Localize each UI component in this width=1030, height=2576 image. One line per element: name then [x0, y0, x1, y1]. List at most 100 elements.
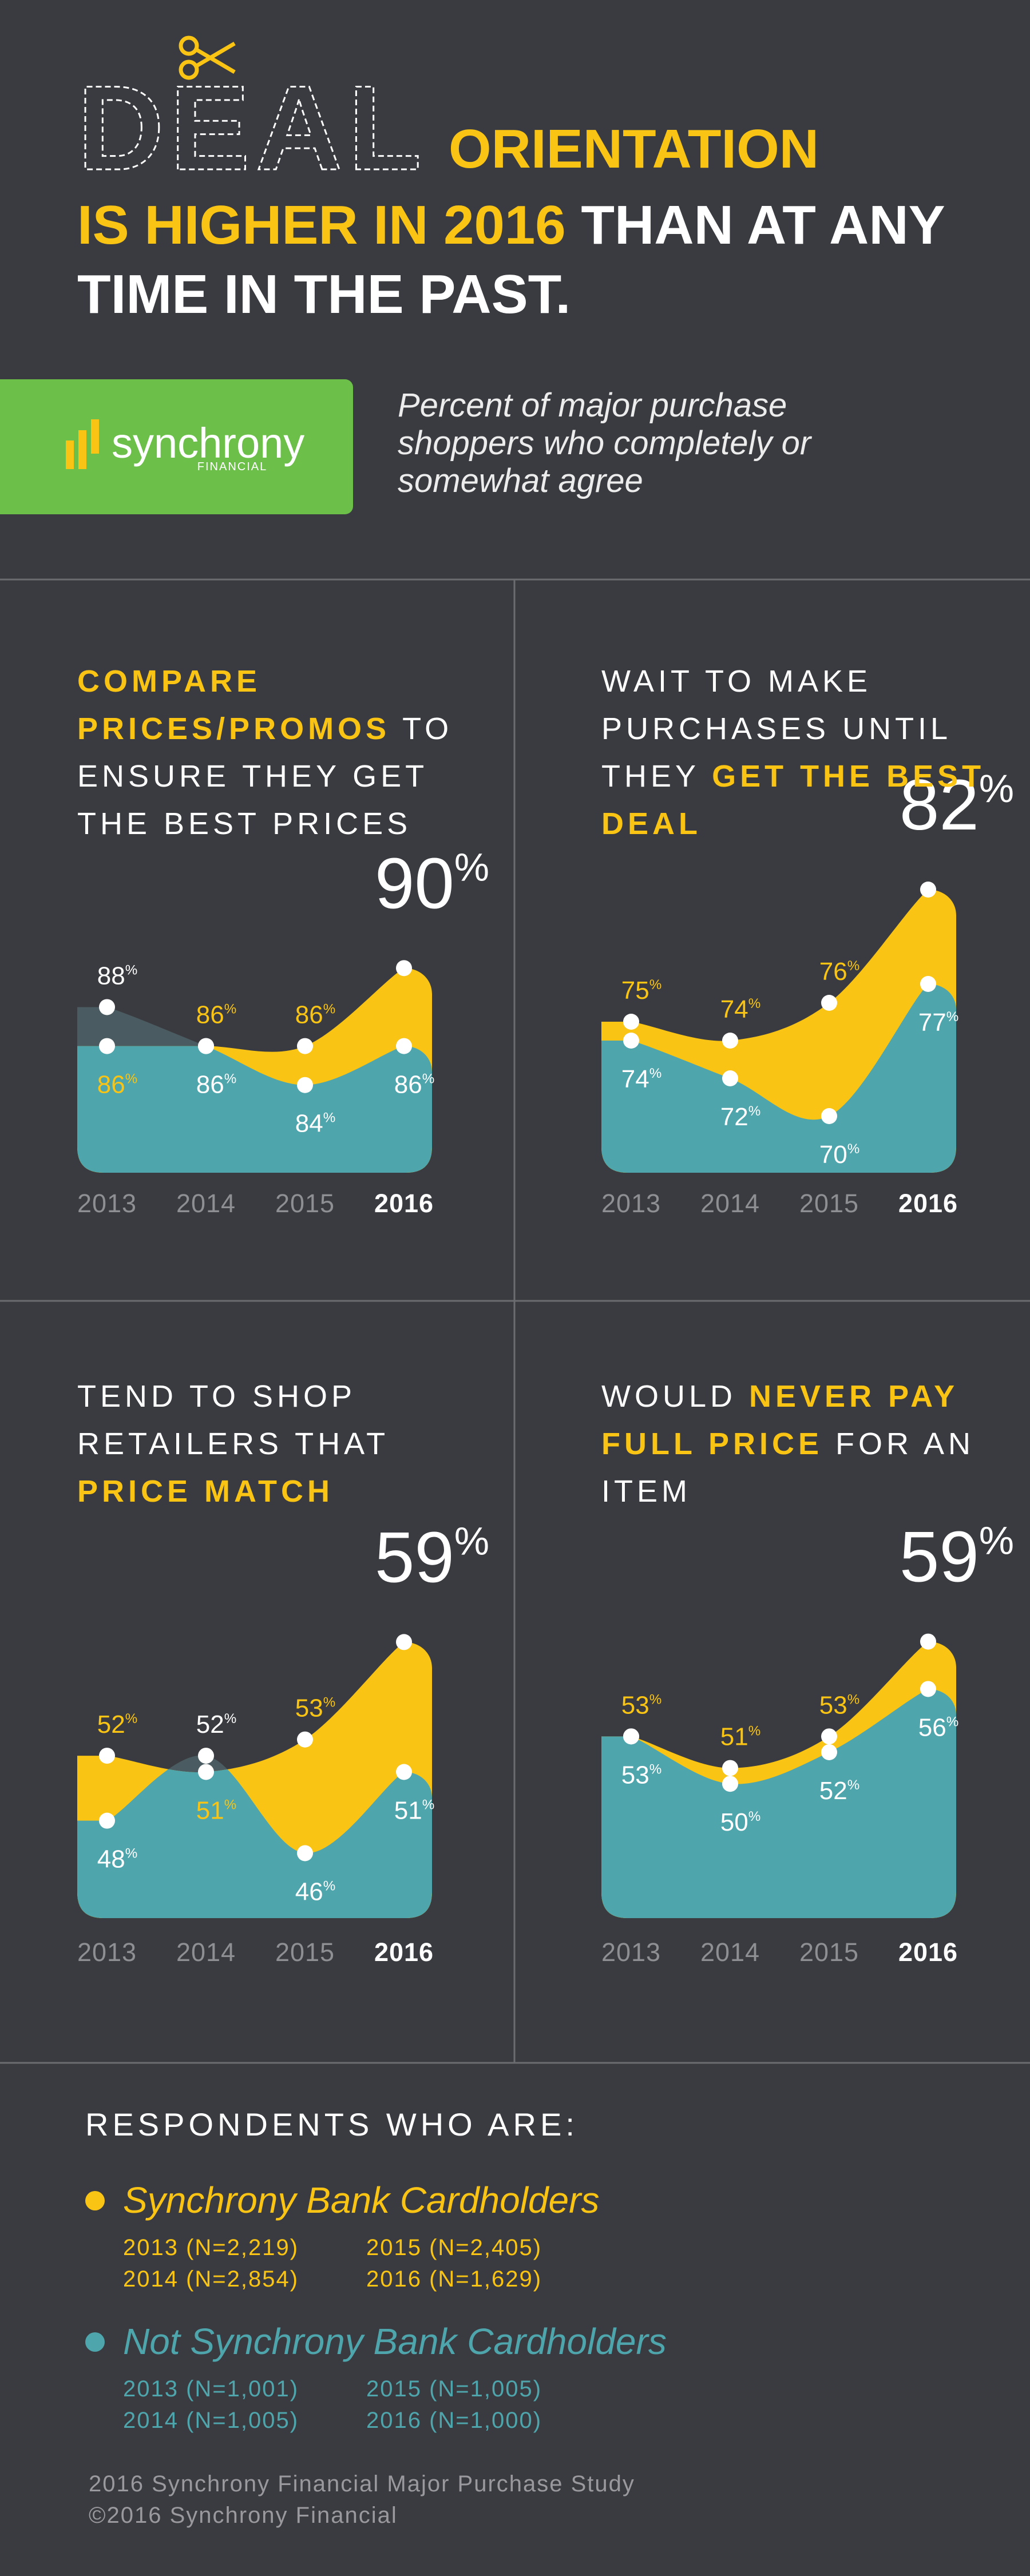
point [821, 1728, 837, 1745]
x-tick-label: 2016 [898, 1938, 958, 1967]
title-segment: PRICE MATCH [77, 1474, 334, 1509]
title-segment: TO ENSURE THEY GET THE BEST PRICES [77, 712, 453, 841]
x-tick-label: 2016 [374, 1938, 434, 1967]
point [198, 1764, 214, 1780]
point [623, 1728, 639, 1745]
point [99, 1812, 115, 1829]
value-label: 48% [97, 1845, 137, 1874]
point [821, 1108, 837, 1124]
value-label: 46% [295, 1878, 335, 1906]
x-tick-label: 2014 [176, 1938, 236, 1967]
value-label: 86% [295, 1001, 335, 1029]
chart-title: WOULD NEVER PAY FULL PRICE FOR AN ITEM [601, 1373, 979, 1515]
scissors-icon [179, 35, 236, 80]
point [722, 1033, 738, 1049]
x-tick-label: 2015 [799, 1189, 859, 1218]
value-label: 53% [621, 1761, 661, 1789]
point [722, 1070, 738, 1086]
title-segment: WOULD [601, 1379, 736, 1414]
value-label: 86% [196, 1001, 236, 1029]
point [920, 1681, 936, 1697]
point [99, 1748, 115, 1764]
value-label: 77% [918, 1009, 958, 1037]
sample-size: 2014 (N=2,854) [123, 2267, 299, 2292]
area [601, 984, 956, 1173]
title-segment: FOR AN ITEM [601, 1427, 975, 1509]
value-label: 86% [394, 1071, 434, 1099]
value-label: 51% [394, 1797, 434, 1825]
point [821, 995, 837, 1011]
deal-word: DEAL [77, 61, 427, 195]
headline: IS HIGHER IN 2016 THAN AT ANY TIME IN TH… [77, 190, 970, 329]
point [920, 882, 936, 898]
legend-label: Synchrony Bank Cardholders [123, 2180, 599, 2221]
value-label: 70% [819, 1141, 859, 1169]
x-tick-label: 2013 [601, 1938, 661, 1967]
headline-value: 90% [375, 844, 489, 923]
point [623, 1033, 639, 1049]
point [297, 1077, 313, 1093]
x-tick-label: 2015 [275, 1938, 335, 1967]
logo-box [0, 379, 353, 514]
title-segment: THAN AT ANY TIME IN THE PAST. [77, 195, 944, 325]
legend-dot [85, 2332, 105, 2352]
value-label: 52% [819, 1777, 859, 1805]
value-label: 86% [196, 1071, 236, 1099]
x-tick-label: 2013 [77, 1938, 137, 1967]
sample-size: 2016 (N=1,000) [366, 2408, 542, 2433]
sample-size: 2015 (N=2,405) [366, 2235, 542, 2260]
point [396, 1038, 412, 1054]
logo-icon [66, 419, 99, 469]
legend-label: Not Synchrony Bank Cardholders [123, 2321, 667, 2362]
title-segment: NEVER PAY FULL PRICE [601, 1379, 958, 1461]
point [396, 1634, 412, 1650]
sample-size: 2014 (N=1,005) [123, 2408, 299, 2433]
point [297, 1731, 313, 1748]
point [396, 960, 412, 977]
footer-text: ©2016 Synchrony Financial [89, 2503, 398, 2528]
sample-size: 2013 (N=2,219) [123, 2235, 299, 2260]
value-label: 51% [720, 1723, 760, 1751]
point [623, 1014, 639, 1030]
value-label: 72% [720, 1103, 760, 1131]
section-title: RESPONDENTS WHO ARE: [85, 2106, 579, 2142]
x-tick-label: 2015 [799, 1938, 859, 1967]
value-label: 75% [621, 977, 661, 1005]
x-tick-label: 2016 [374, 1189, 434, 1218]
value-label: 84% [295, 1110, 335, 1138]
point [297, 1845, 313, 1861]
title-segment: GET THE BEST DEAL [601, 759, 985, 841]
headline-first: ORIENTATION [449, 118, 819, 180]
headline-value: 59% [375, 1518, 489, 1597]
x-tick-label: 2013 [77, 1189, 137, 1218]
x-tick-label: 2016 [898, 1189, 958, 1218]
x-tick-label: 2014 [700, 1938, 760, 1967]
legend-dot [85, 2191, 105, 2210]
area [77, 1007, 432, 1173]
x-tick-label: 2013 [601, 1189, 661, 1218]
point [722, 1760, 738, 1776]
title-segment: COMPARE PRICES/PROMOS [77, 664, 391, 746]
sample-size: 2013 (N=1,001) [123, 2376, 299, 2402]
chart-title: WAIT TO MAKE PURCHASES UNTIL THEY GET TH… [601, 658, 991, 848]
sample-size: 2016 (N=1,629) [366, 2267, 542, 2292]
title-segment: WAIT TO MAKE PURCHASES UNTIL THEY [601, 664, 951, 793]
value-label: 53% [621, 1691, 661, 1719]
chart-title: TEND TO SHOP RETAILERS THAT PRICE MATCH [77, 1373, 466, 1515]
point [297, 1038, 313, 1054]
footer-text: 2016 Synchrony Financial Major Purchase … [89, 2471, 635, 2496]
value-label: 56% [918, 1713, 958, 1741]
area [77, 1755, 432, 1918]
point [99, 1038, 115, 1054]
x-tick-label: 2014 [176, 1189, 236, 1218]
point [198, 1038, 214, 1054]
title-segment: TEND TO SHOP RETAILERS THAT [77, 1379, 389, 1461]
headline-value: 82% [900, 765, 1014, 845]
sample-size: 2015 (N=1,005) [366, 2376, 542, 2402]
value-label: 86% [97, 1071, 137, 1099]
point [722, 1776, 738, 1792]
area [601, 1689, 956, 1918]
dividers [0, 578, 1030, 2064]
logo-name: synchrony [112, 419, 304, 467]
